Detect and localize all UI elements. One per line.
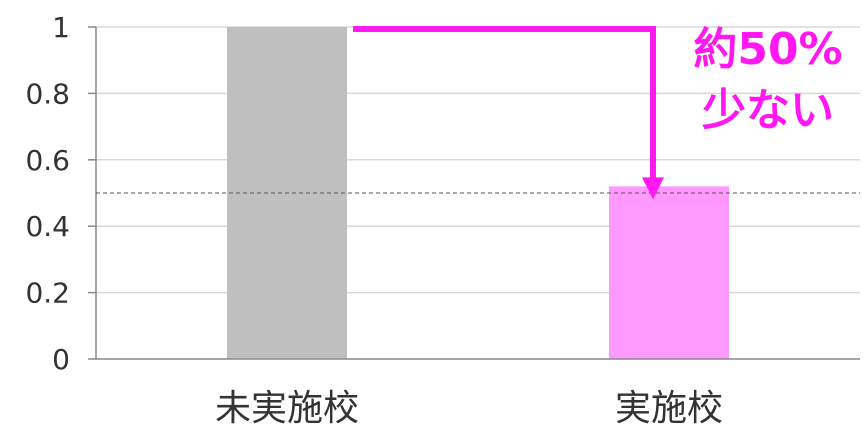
x-category-label: 実施校 — [615, 388, 723, 429]
y-tick-label: 0.4 — [25, 210, 70, 243]
annotation-text: 少ない — [702, 85, 834, 136]
x-category-label: 未実施校 — [215, 388, 359, 429]
annotation: 約50% 少ない — [353, 24, 843, 200]
y-axis: 0 0.2 0.4 0.6 0.8 1 — [25, 11, 97, 376]
arrow-head-icon — [642, 177, 664, 200]
x-axis: 未実施校 実施校 — [96, 358, 860, 429]
y-tick-label: 0.6 — [25, 144, 70, 177]
y-tick-label: 1 — [52, 11, 70, 44]
bar — [609, 186, 729, 359]
annotation-arrow-line — [353, 26, 656, 180]
annotation-text: 約50% — [693, 24, 842, 75]
y-tick-label: 0 — [52, 343, 70, 376]
y-tick-label: 0.2 — [25, 277, 70, 310]
y-tick-label: 0.8 — [25, 77, 70, 110]
